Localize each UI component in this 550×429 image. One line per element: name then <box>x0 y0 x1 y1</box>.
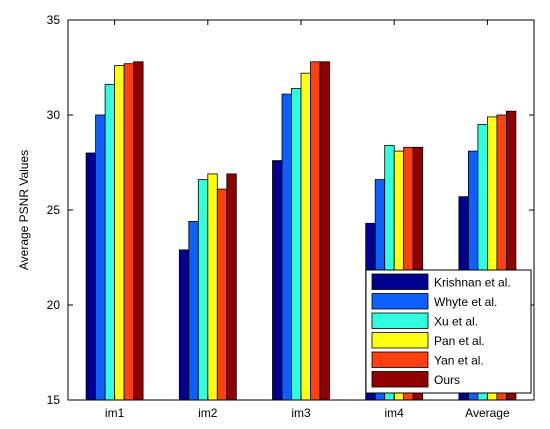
x-tick-label: im1 <box>105 406 125 420</box>
y-tick-label: 35 <box>47 13 61 27</box>
y-tick-label: 15 <box>47 393 61 407</box>
legend-swatch <box>371 273 429 290</box>
bar <box>133 61 144 401</box>
legend-swatch <box>371 312 429 329</box>
bar <box>281 93 292 401</box>
y-tick-label: 30 <box>47 108 61 122</box>
bar <box>319 61 330 401</box>
legend-label: Krishnan et al. <box>434 276 511 290</box>
bar <box>114 65 125 401</box>
legend-label: Whyte et al. <box>434 295 497 309</box>
x-tick-label: im4 <box>385 406 405 420</box>
bar <box>95 114 106 401</box>
legend-label: Xu et al. <box>434 315 478 329</box>
bar <box>123 63 134 401</box>
bar <box>300 72 311 401</box>
legend-label: Yan et al. <box>434 354 484 368</box>
x-tick-label: im2 <box>198 406 218 420</box>
bar <box>272 160 283 401</box>
bar <box>85 152 96 401</box>
y-tick-label: 25 <box>47 203 61 217</box>
bar <box>291 88 302 401</box>
bar <box>197 179 209 401</box>
legend: Krishnan et al. Whyte et al. Xu et al. Pan … <box>365 269 532 394</box>
y-axis-ticks: 15 20 25 30 35 <box>47 13 534 407</box>
bar <box>226 173 237 401</box>
x-tick-label: im3 <box>291 406 311 420</box>
legend-swatch <box>371 351 429 368</box>
bar <box>178 249 190 401</box>
bar <box>310 61 321 401</box>
legend-swatch <box>371 332 429 349</box>
x-axis-ticks: im1 im2 im3 im4 Average <box>105 20 510 420</box>
legend-swatch <box>371 293 429 310</box>
bar <box>216 188 228 401</box>
legend-label: Ours <box>434 373 460 387</box>
legend-label: Pan et al. <box>434 334 485 348</box>
bar <box>188 220 199 401</box>
y-axis-label: Average PSNR Values <box>17 150 31 270</box>
bar <box>207 173 218 401</box>
x-tick-label: Average <box>465 406 510 420</box>
y-tick-label: 20 <box>47 298 61 312</box>
bar <box>104 84 115 401</box>
legend-swatch <box>371 371 429 388</box>
